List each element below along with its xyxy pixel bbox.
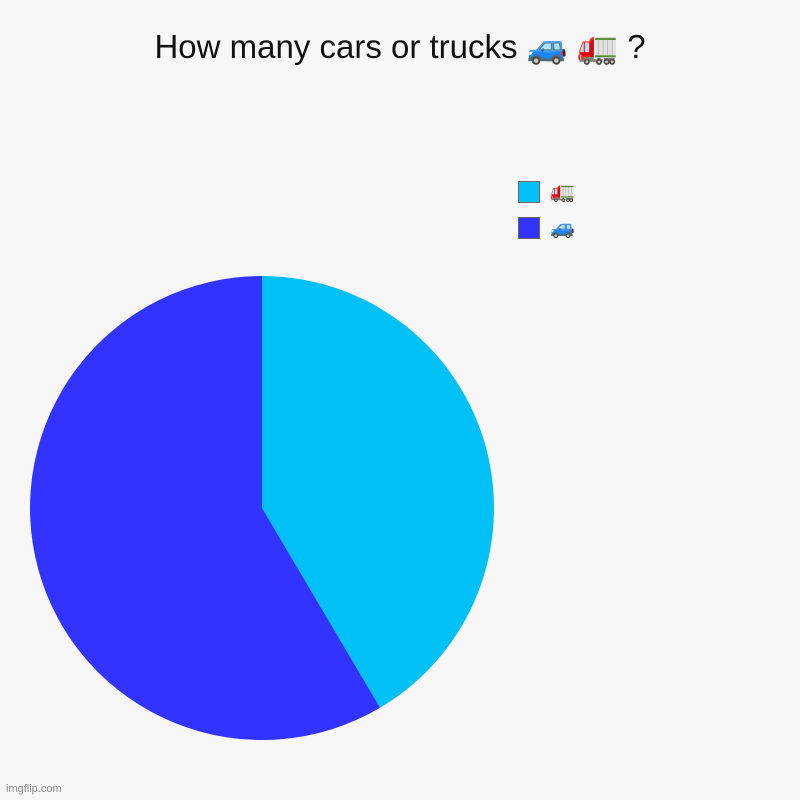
legend-swatch-cars — [518, 217, 540, 239]
legend-label-cars: 🚙 — [550, 217, 575, 239]
legend-label-trucks: 🚛 — [550, 181, 575, 203]
legend-swatch-trucks — [518, 181, 540, 203]
watermark: imgflip.com — [6, 783, 62, 795]
pie-slice-cars — [29, 276, 381, 741]
pie-slice-trucks — [262, 276, 494, 708]
chart-title: How many cars or trucks 🚙 🚛 ? — [154, 28, 646, 65]
